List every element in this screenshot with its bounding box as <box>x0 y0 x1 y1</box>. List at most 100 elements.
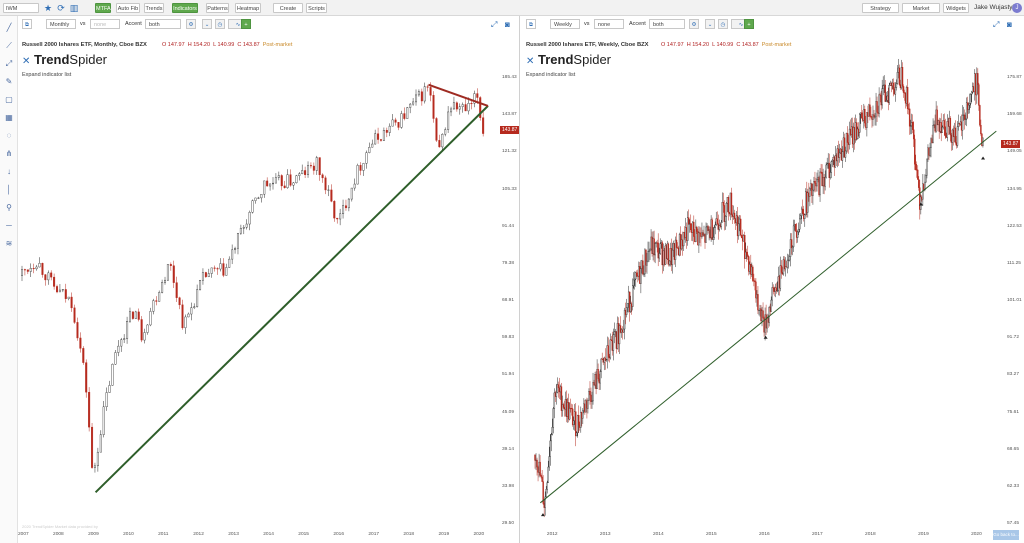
accent-label: Accent <box>629 21 646 27</box>
x-tick-label: 2012 <box>193 532 204 537</box>
scripts-button[interactable]: Scripts <box>306 3 327 13</box>
symbol-input[interactable]: IWM <box>3 3 39 13</box>
candle <box>542 481 544 504</box>
settings-icon[interactable]: ⚙ <box>689 19 699 29</box>
horizontal-line-tool-icon[interactable]: ─ <box>6 221 12 230</box>
chart-panel-monthly[interactable]: ⧉ Monthly vs none Accent both ⚙ ⌄ ◷ ∿ + … <box>18 16 520 543</box>
candle <box>816 179 818 187</box>
candle <box>461 104 464 107</box>
candle <box>568 407 571 420</box>
candle <box>263 180 266 195</box>
heatmap-button[interactable]: Heatmap <box>235 3 261 13</box>
add-indicator-icon[interactable]: + <box>744 19 754 29</box>
candle <box>771 287 773 301</box>
layout-icon[interactable]: ▥ <box>69 3 79 13</box>
chart-type-icon[interactable]: ⧉ <box>22 19 32 29</box>
go-back-button[interactable]: Go back to... <box>993 530 1019 540</box>
y-tick-label: 57.45 <box>1007 521 1020 526</box>
candle <box>412 101 415 105</box>
vertical-line-tool-icon[interactable]: │ <box>6 185 12 194</box>
candle <box>315 157 318 171</box>
candle <box>718 225 720 230</box>
candle <box>164 279 167 283</box>
star-icon[interactable]: ★ <box>43 3 53 13</box>
avatar[interactable]: J <box>1012 3 1022 13</box>
chart-type-icon[interactable]: ⧉ <box>526 19 536 29</box>
chart-panel-weekly[interactable]: ⧉ Weekly vs none Accent both ⚙ ⌄ ◷ ∿ + ⤢… <box>521 16 1024 543</box>
pattern-tool-icon[interactable]: ≋ <box>5 239 13 248</box>
user-name[interactable]: Jake Wujastyk <box>974 4 1016 11</box>
indicators-button[interactable]: Indicators <box>172 3 198 13</box>
y-tick-label: 122.53 <box>1007 223 1022 229</box>
candle <box>967 104 970 110</box>
compare-select[interactable]: none <box>594 19 624 29</box>
fib-tool-icon[interactable]: ⤢ <box>5 59 13 68</box>
candle <box>882 85 884 89</box>
accent-select[interactable]: both <box>145 19 181 29</box>
timeframe-select[interactable]: Monthly <box>46 19 76 29</box>
expand-indicator-list[interactable]: Expand indicator list <box>526 72 576 78</box>
candle <box>426 86 429 88</box>
touch-point-marker <box>540 513 545 517</box>
strategy-tester-button[interactable]: Strategy Tester <box>862 3 899 22</box>
candle <box>541 476 543 482</box>
clock-icon[interactable]: ◷ <box>215 19 225 29</box>
trend-tool-icon[interactable]: ⟋ <box>6 41 12 50</box>
candle <box>553 392 556 409</box>
x-tick-label: 2015 <box>705 532 717 537</box>
candle <box>649 248 651 252</box>
candle <box>149 311 152 326</box>
candle <box>388 125 391 133</box>
candle <box>668 260 671 265</box>
pitchfork-tool-icon[interactable]: ⋔ <box>5 149 13 158</box>
patterns-button[interactable]: Patterns <box>206 3 229 13</box>
candle <box>859 113 861 133</box>
compare-select[interactable]: none <box>90 19 120 29</box>
camera-icon[interactable]: ◙ <box>1007 20 1012 29</box>
candle <box>199 280 202 290</box>
candle <box>896 72 899 84</box>
collapse-icon[interactable]: ⌄ <box>705 19 715 29</box>
expand-indicator-list[interactable]: Expand indicator list <box>22 72 72 78</box>
widgets-button[interactable]: Widgets <box>943 3 969 13</box>
arrow-down-tool-icon[interactable]: ↓ <box>7 167 11 176</box>
channel-tool-icon[interactable]: ▦ <box>5 113 13 122</box>
clock-icon[interactable]: ◷ <box>718 19 728 29</box>
candle <box>980 125 982 135</box>
y-tick-label: 134.95 <box>1007 186 1022 192</box>
monthly-chart[interactable] <box>18 16 520 543</box>
camera-icon[interactable]: ◙ <box>505 20 510 29</box>
weekly-chart[interactable] <box>521 16 1024 543</box>
watermark: 2020 TrendSpider Market data provided by <box>22 524 98 529</box>
line-tool-icon[interactable]: ╱ <box>6 23 12 32</box>
refresh-icon[interactable]: ⟳ <box>57 3 65 13</box>
market-scanner-button[interactable]: Market Scanner <box>902 3 940 22</box>
settings-icon[interactable]: ⚙ <box>186 19 196 29</box>
add-indicator-icon[interactable]: + <box>241 19 251 29</box>
candle <box>587 400 589 409</box>
mtfa-button[interactable]: MTFA <box>95 3 111 13</box>
fullscreen-icon[interactable]: ⤢ <box>993 20 1000 29</box>
rectangle-tool-icon[interactable]: ▢ <box>5 95 13 104</box>
candle <box>546 482 548 490</box>
create-alert-button[interactable]: Create alert <box>273 3 303 22</box>
candle <box>775 287 777 291</box>
candle <box>53 276 56 287</box>
candle <box>667 243 670 265</box>
accent-select[interactable]: both <box>649 19 685 29</box>
candle <box>470 103 473 105</box>
candle <box>970 94 972 104</box>
candle <box>705 226 707 243</box>
timeframe-select[interactable]: Weekly <box>550 19 580 29</box>
candle <box>269 183 272 187</box>
trends-button[interactable]: Trends <box>144 3 164 13</box>
auto-fib-button[interactable]: Auto Fib <box>116 3 140 13</box>
candle <box>76 322 79 339</box>
candle <box>213 267 216 269</box>
pen-tool-icon[interactable]: ✎ <box>5 77 13 86</box>
fullscreen-icon[interactable]: ⤢ <box>491 20 498 29</box>
candle <box>38 262 41 268</box>
collapse-icon[interactable]: ⌄ <box>202 19 212 29</box>
measure-tool-icon[interactable]: ◌ <box>6 131 12 140</box>
anchored-vwap-tool-icon[interactable]: ⚲ <box>6 203 12 212</box>
